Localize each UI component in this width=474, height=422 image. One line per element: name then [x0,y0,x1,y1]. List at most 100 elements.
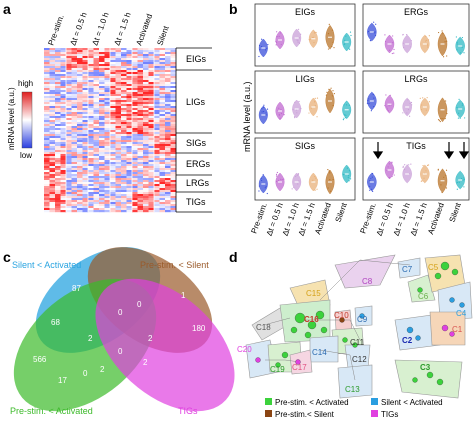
heatmap-cell [115,54,122,57]
violin-point [293,186,295,188]
heatmap-cell [132,88,138,91]
heatmap-cell [66,94,72,97]
violin-point [345,114,347,116]
heatmap-cell [71,104,78,107]
heatmap-cell [104,164,111,167]
heatmap-cell [44,118,50,121]
heatmap-cell [137,92,144,95]
heatmap-cell [71,178,78,181]
heatmap-cell [49,132,56,135]
heatmap-cell [148,54,155,57]
heatmap-cell [44,110,50,113]
heatmap-cell [88,118,94,121]
violin-point [464,117,466,119]
heatmap-cell [77,208,83,211]
violin-point [314,189,316,191]
heatmap-cell [159,116,166,119]
subplot-frames [254,3,470,201]
heatmap-cell [60,54,67,57]
heatmap-cell [115,120,122,123]
heatmap-cell [154,190,160,193]
heatmap-cell [132,192,138,195]
heatmap-cell [159,104,166,107]
heatmap-cell [55,68,61,71]
colorbar-gradient [21,91,33,149]
heatmap-cell [110,108,116,111]
heatmap-cell [170,152,177,155]
heatmap-cell [137,156,144,159]
violin-point [445,187,448,189]
violin-point [333,47,335,49]
heatmap-cell [60,84,67,87]
heatmap-cell [143,114,149,117]
heatmap-cell [49,174,56,177]
heatmap-cell [143,190,149,193]
heatmap-cell [82,202,89,205]
heatmap-cell [60,144,67,147]
heatmap-cell [143,178,149,181]
heatmap-cell [115,136,122,139]
heatmap-cell [60,152,67,155]
heatmap-cell [110,76,116,79]
heatmap-cell [66,98,72,101]
heatmap-cell [126,200,133,203]
heatmap-cell [154,54,160,57]
heatmap-cell [99,48,105,51]
heatmap-cell [99,118,105,121]
heatmap-cell [60,80,67,83]
violin-point [367,30,370,33]
heatmap-cell [121,204,127,207]
heatmap-cell [88,144,94,147]
venn-label-silent-activated: Silent < Activated [12,260,81,270]
heatmap-cell [104,210,111,213]
heatmap-cell [170,132,177,135]
heatmap-cell [60,108,67,111]
heatmap-cell [137,120,144,123]
heatmap-cell [154,186,160,189]
heatmap-cell [88,74,94,77]
heatmap-cell [44,84,50,87]
violin-point [384,40,387,43]
heatmap-cell [110,98,116,101]
heatmap-cell [126,140,133,143]
heatmap-cell [49,84,56,87]
heatmap-cell [49,196,56,199]
heatmap-cell [159,178,166,181]
heatmap-cell [88,102,94,105]
violin-point [463,178,465,180]
heatmap-cell [115,86,122,89]
heatmap-cell [126,156,133,159]
heatmap-cell [55,208,61,211]
heatmap-cell [49,50,56,53]
heatmap-cell [60,90,67,93]
heatmap-cell [154,206,160,209]
heatmap-cell [143,164,149,167]
heatmap-cell [137,186,144,189]
heatmap-cell [104,48,111,51]
heatmap-cell [88,70,94,73]
heatmap-cell [115,206,122,209]
heatmap-cell [82,84,89,87]
heatmap-cell [104,170,111,173]
heatmap-cell [49,70,56,73]
violin-point [402,165,404,167]
heatmap-cell [165,58,171,61]
heatmap-cell [126,112,133,115]
heatmap-cell [154,100,160,103]
heatmap-cell [170,104,177,107]
heatmap-cell [143,200,149,203]
heatmap-cell [126,58,133,61]
legend-label: Pre-stim.< Silent [275,410,335,419]
heatmap-cell [143,140,149,143]
heatmap-cell [66,56,72,59]
heatmap-cell [66,52,72,55]
heatmap-cell [115,148,122,151]
heatmap-cell [148,108,155,111]
heatmap-cell [93,108,100,111]
heatmap-cell [82,210,89,213]
heatmap-cell [143,204,149,207]
hull-c13 [337,364,373,399]
heatmap-cell [44,210,50,213]
heatmap-cell [82,72,89,75]
heatmap-cell [93,60,100,63]
